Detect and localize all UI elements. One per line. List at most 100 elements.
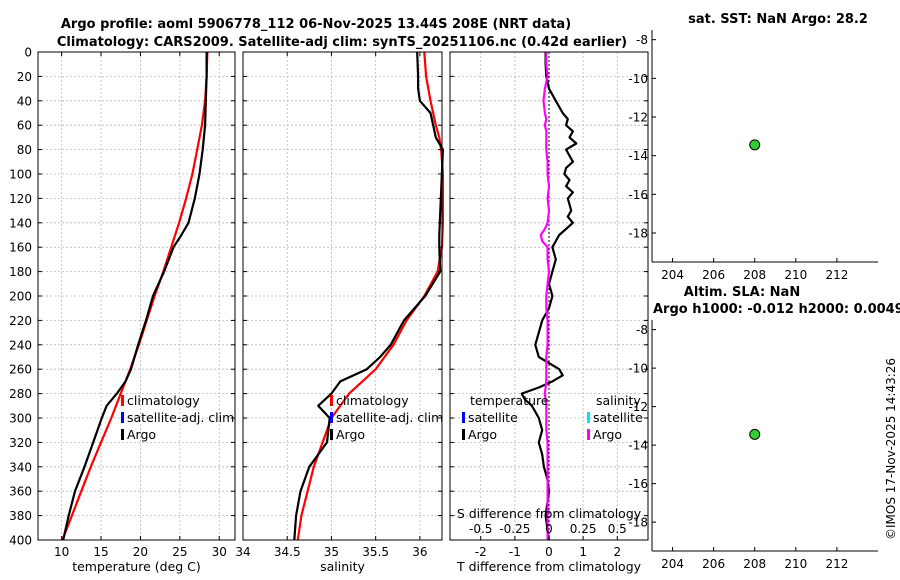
x-tick-label: 206 xyxy=(702,557,725,571)
x-tick-label: 212 xyxy=(825,557,848,571)
argo-position-marker xyxy=(749,428,761,440)
legend-entry-climatology-label: climatology xyxy=(127,393,200,408)
legend-entry-climatology-swatch xyxy=(121,395,124,406)
y-tick-label: -14 xyxy=(628,439,648,453)
series-line-s-difference-argo- xyxy=(539,52,551,540)
legend-title-salinity: salinity xyxy=(596,393,641,408)
y-tick-label: 200 xyxy=(9,290,32,304)
y-tick-label: -16 xyxy=(628,188,648,202)
x-tick-label: -1 xyxy=(509,545,521,559)
y-tick-label: 180 xyxy=(9,265,32,279)
top-tick-label: -0.5 xyxy=(469,522,492,536)
legend-entry-salinity-Argo-swatch xyxy=(587,429,590,440)
legend-entry-satellite-adj-clim-label: satellite-adj. clim xyxy=(127,410,234,425)
x-tick-label: 35.5 xyxy=(362,545,389,559)
top-tick-label: 0 xyxy=(545,522,553,536)
x-tick-label: 210 xyxy=(784,557,807,571)
x-tick-label: 212 xyxy=(825,268,848,282)
legend-title-temperature: temperature xyxy=(470,393,549,408)
top-tick-label: 0.5 xyxy=(608,522,627,536)
y-tick-label: 160 xyxy=(9,241,32,255)
x-tick-label: 36 xyxy=(412,545,427,559)
y-tick-label: 320 xyxy=(9,436,32,450)
x-tick-label: 0 xyxy=(545,545,553,559)
x-tick-label: 2 xyxy=(613,545,621,559)
legend-entry-temperature-Argo-label: Argo xyxy=(468,427,497,442)
legend-entry-Argo-label: Argo xyxy=(336,427,365,442)
legend-entry-Argo-swatch xyxy=(330,429,333,440)
x-tick-label: 1 xyxy=(579,545,587,559)
salinity-panel: 34 34.5 35 35.5 36 salinity climatology satelli… xyxy=(235,51,444,574)
top-tick-label: 0.25 xyxy=(570,522,597,536)
x-axis-label: temperature (deg C) xyxy=(72,559,201,574)
y-tick-label: -14 xyxy=(628,149,648,163)
y-tick-label: 300 xyxy=(9,412,32,426)
legend-entry-temperature-satellite-swatch xyxy=(462,412,465,423)
y-tick-label: 60 xyxy=(17,119,32,133)
y-tick-label: 260 xyxy=(9,363,32,377)
x-tick-label: 34.5 xyxy=(274,545,301,559)
x-tick-label: 35 xyxy=(324,545,339,559)
legend-entry-salinity-Argo-label: Argo xyxy=(593,427,622,442)
y-tick-label: 400 xyxy=(9,534,32,548)
legend-entry-satellite-adj-clim-swatch xyxy=(121,412,124,423)
figure-title-line2: Climatology: CARS2009. Satellite-adj cli… xyxy=(57,35,627,50)
sla-panel-title-line2: Argo h1000: -0.012 h2000: 0.0049 xyxy=(653,302,900,317)
y-tick-label: -18 xyxy=(628,227,648,241)
sla-panel-title-line1: Altim. SLA: NaN xyxy=(684,285,800,300)
y-tick-label: -8 xyxy=(636,323,648,337)
x-tick-label: 210 xyxy=(784,268,807,282)
y-tick-label: -12 xyxy=(628,111,648,125)
sla-map-panel: -8 -10 -12 -14 -16 -18 204 206 208 210 212 xyxy=(628,320,878,571)
legend-entry-Argo-label: Argo xyxy=(127,427,156,442)
x-tick-label: 30 xyxy=(212,545,227,559)
series-line-t-difference-argo- xyxy=(520,52,578,541)
figure-title-line1: Argo profile: aoml 5906778_112 06-Nov-20… xyxy=(61,17,571,32)
x-tick-label: 206 xyxy=(702,268,725,282)
argo-position-marker xyxy=(749,139,761,151)
y-tick-label: 100 xyxy=(9,168,32,182)
top-axis-label: S difference from climatology xyxy=(457,506,642,521)
legend-entry-satellite-adj-clim-label: satellite-adj. clim xyxy=(336,410,443,425)
series-line-argo xyxy=(62,52,208,541)
temperature-panel: 0 20 40 60 80 100 120 140 160 180 200 220 240 260 280 3… xyxy=(9,46,236,574)
y-tick-label: 80 xyxy=(17,143,32,157)
x-tick-label: 34 xyxy=(235,545,250,559)
x-tick-label: 20 xyxy=(133,545,148,559)
imos-timestamp: ©IMOS 17-Nov-2025 14:43:26 xyxy=(884,358,898,540)
x-tick-label: 10 xyxy=(54,545,69,559)
y-tick-label: 240 xyxy=(9,338,32,352)
x-tick-label: 25 xyxy=(172,545,187,559)
y-tick-label: -16 xyxy=(628,477,648,491)
y-tick-label: 140 xyxy=(9,216,32,230)
y-tick-label: 280 xyxy=(9,387,32,401)
sst-panel-title: sat. SST: NaN Argo: 28.2 xyxy=(688,12,868,27)
y-tick-label: -18 xyxy=(628,516,648,530)
legend-entry-salinity-satellite-label: satellite xyxy=(593,410,643,425)
y-tick-label: 380 xyxy=(9,509,32,523)
x-tick-label: 204 xyxy=(661,557,684,571)
y-tick-label: 0 xyxy=(24,46,32,60)
y-tick-label: 340 xyxy=(9,460,32,474)
y-tick-label: 360 xyxy=(9,485,32,499)
y-tick-label: 20 xyxy=(17,70,32,84)
x-tick-label: 204 xyxy=(661,268,684,282)
sst-map-panel: -8 -10 -12 -14 -16 -18 204 206 208 210 212 xyxy=(628,30,878,282)
legend-entry-temperature-satellite-label: satellite xyxy=(468,410,518,425)
legend-entry-Argo-swatch xyxy=(121,429,124,440)
series-line-argo xyxy=(293,51,444,541)
y-tick-label: -8 xyxy=(636,33,648,47)
legend-entry-satellite-adj-clim-swatch xyxy=(330,412,333,423)
legend-entry-salinity-satellite-swatch xyxy=(587,412,590,423)
y-tick-label: -10 xyxy=(628,362,648,376)
legend-entry-climatology-swatch xyxy=(330,395,333,406)
y-tick-label: 120 xyxy=(9,192,32,206)
y-tick-label: -12 xyxy=(628,400,648,414)
x-axis-label: T difference from climatology xyxy=(456,559,642,574)
y-tick-label: -10 xyxy=(628,72,648,86)
legend-entry-temperature-Argo-swatch xyxy=(462,429,465,440)
y-tick-label: 220 xyxy=(9,314,32,328)
legend-entry-climatology-label: climatology xyxy=(336,393,409,408)
